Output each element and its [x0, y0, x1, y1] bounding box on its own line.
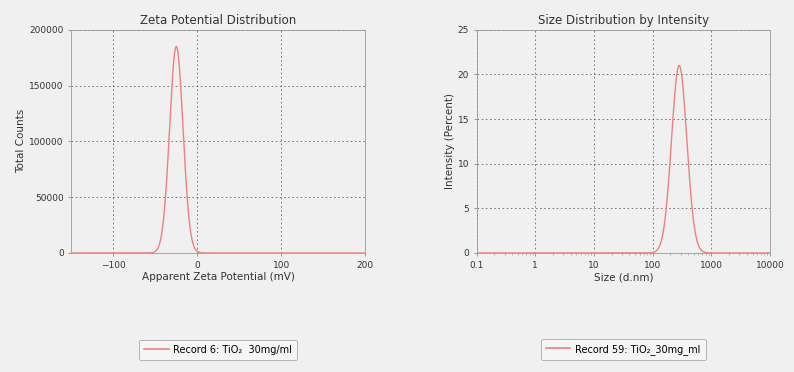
Legend: Record 6: TiO₂  30mg/ml: Record 6: TiO₂ 30mg/ml: [140, 340, 297, 360]
Title: Size Distribution by Intensity: Size Distribution by Intensity: [538, 14, 709, 27]
Y-axis label: Total Counts: Total Counts: [17, 109, 26, 173]
Title: Zeta Potential Distribution: Zeta Potential Distribution: [140, 14, 296, 27]
Y-axis label: Intensity (Percent): Intensity (Percent): [445, 93, 455, 189]
Legend: Record 59: TiO₂_30mg_ml: Record 59: TiO₂_30mg_ml: [542, 339, 706, 360]
X-axis label: Apparent Zeta Potential (mV): Apparent Zeta Potential (mV): [142, 272, 295, 282]
X-axis label: Size (d.nm): Size (d.nm): [594, 272, 653, 282]
